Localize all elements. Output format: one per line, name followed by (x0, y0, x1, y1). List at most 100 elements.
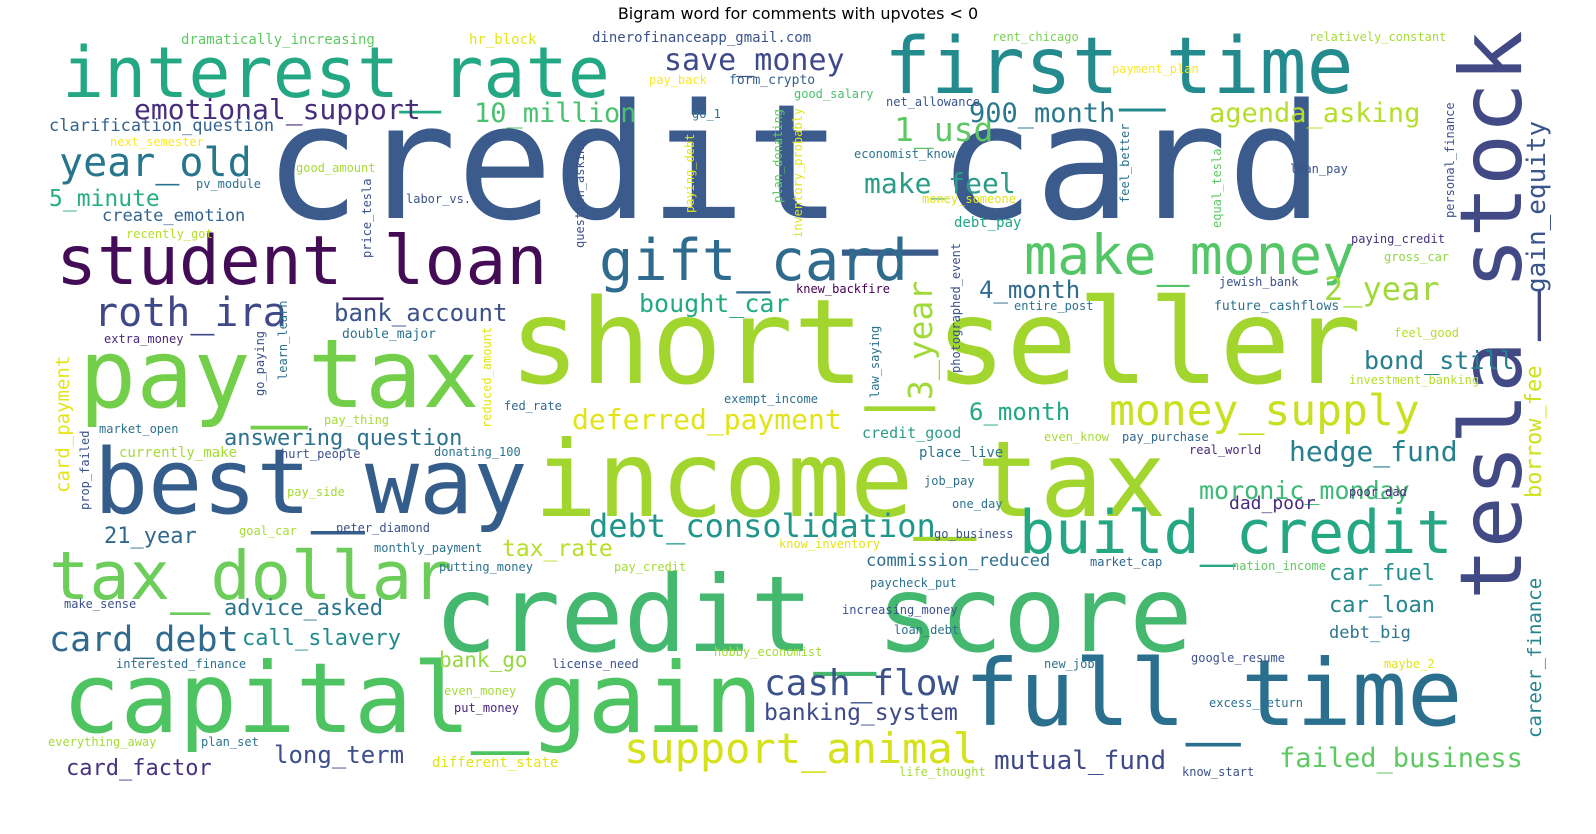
word-hedge-fund: hedge_fund (1289, 435, 1458, 468)
word-first-time: first_time (884, 28, 1354, 112)
word-place-live: place_live (919, 445, 1004, 461)
word-everything-away: everything_away (48, 735, 157, 749)
word-year-old: year_old (59, 140, 252, 186)
word-personal-finance: personal_finance (1443, 102, 1457, 218)
word-card-factor: card_factor (66, 756, 212, 781)
chart-title: Bigram word for comments with upvotes < … (617, 4, 979, 23)
word-failed-business: failed_business (1279, 743, 1523, 774)
word-car-fuel: car_fuel (1329, 561, 1435, 586)
word-advice-asked: advice_asked (224, 596, 383, 621)
word-10-million: 10_million (474, 98, 637, 129)
word-one-day: one_day (952, 497, 1003, 511)
word-hurt-people: hurt_people (281, 447, 361, 461)
word-debt-consolidation: debt_consolidation (589, 507, 936, 545)
word-21-year: 21_year (104, 524, 197, 549)
word-donating-100: donating_100 (434, 445, 521, 459)
word-go-business: go_business (934, 527, 1014, 541)
word-gift-card: gift_card (599, 228, 908, 294)
word-card-payment: card_payment (52, 355, 74, 493)
word-dinerofinanceapp-gmail-com: dinerofinanceapp_gmail.com (592, 30, 812, 46)
word-pay-tax: pay_tax (79, 320, 480, 430)
word-mutual-fund: mutual_fund (994, 746, 1167, 776)
word-increasing-money: increasing_money (842, 603, 958, 617)
word-real-world: real_world (1189, 443, 1262, 457)
word-economist-know: economist_know (854, 147, 956, 161)
word-new-job: new_job (1044, 657, 1095, 671)
word-license-need: license_need (552, 657, 639, 671)
word-banking-system: banking_system (764, 700, 958, 726)
word-know-start: know_start (1182, 765, 1255, 779)
word-career-finance: career_finance (1524, 577, 1546, 738)
word-prop-failed: prop_failed (78, 430, 92, 510)
word-cloud: credit_card short_seller income_tax credit_… (44, 28, 1554, 792)
word-short-seller: short_seller (509, 273, 1362, 411)
word-feel-good: feel_good (1394, 326, 1460, 340)
word-create-emotion: create_emotion (102, 206, 246, 226)
word-full-time: full_time (964, 640, 1463, 747)
word-poor-dad: poor_dad (1349, 485, 1407, 499)
word-commission-reduced: commission_reduced (866, 551, 1051, 571)
word-go-1: go_1 (692, 107, 721, 121)
word-hobby-economist: hobby_economist (714, 645, 823, 659)
word-payment-plan: payment_plan (1112, 62, 1199, 76)
word-market-open: market_open (99, 422, 179, 436)
word-900-month: 900_month (969, 98, 1116, 129)
word-equal-tesla: equal_tesla (1210, 148, 1224, 228)
word-nation-income: nation_income (1232, 559, 1326, 573)
word-knew-backfire: knew_backfire (796, 282, 890, 296)
word-bought-car: bought_car (639, 289, 790, 318)
word-debt-pay: debt_pay (954, 215, 1022, 231)
word-investment-banking: investment_banking (1349, 373, 1480, 387)
word-debt-big: debt_big (1329, 623, 1411, 643)
word-feel-better: feel_better (1118, 123, 1132, 203)
word-fed-rate: fed_rate (504, 399, 562, 413)
word-price-tesla: price_tesla (360, 178, 374, 258)
word-bank-go: bank_go (439, 648, 528, 672)
word-extra-money: extra_money (104, 332, 184, 346)
word-bond-still: bond_still (1364, 346, 1515, 375)
word-different-state: different_state (432, 755, 559, 771)
word-make-feel: make_feel (864, 167, 1016, 200)
word-moronic-monday: moronic_monday (1199, 476, 1410, 505)
word-pay-thing: pay_thing (324, 413, 390, 427)
word-photographed-event: photographed_event (949, 242, 963, 373)
word-loan-pay: loan_pay (1290, 162, 1348, 176)
word-maybe-2: maybe_2 (1384, 657, 1435, 671)
word-deferred-payment: deferred_payment (572, 403, 842, 436)
word-support-animal: support_animal (624, 724, 979, 773)
word-net-allowance: net_allowance (886, 95, 980, 109)
word-pay-purchase: pay_purchase (1122, 430, 1209, 444)
word-tesla-stock: tesla_stock (1442, 30, 1542, 600)
word-answering-question: answering_question (224, 426, 463, 451)
word-bank-account: bank_account (334, 299, 508, 327)
word-put-money: put_money (454, 701, 520, 715)
word-loan-debt: loan_debt (894, 623, 960, 637)
word-tax-rate: tax_rate (502, 536, 613, 562)
word-long-term: long_term (274, 741, 405, 769)
word-peter-diamond: peter_diamond (336, 521, 430, 535)
word-capital-gain: capital_gain (62, 642, 763, 755)
word-best-way: best_way (94, 430, 528, 535)
word-interested-finance: interested_finance (116, 657, 247, 671)
word-1-usd: 1_usd (894, 110, 994, 149)
word-labor-vs: labor_vs. (406, 192, 472, 206)
word-borrow-fee: borrow_fee (1522, 365, 1547, 498)
word-inventory-probably: inventory_probably (791, 107, 805, 238)
word-know-inventory: know_inventory (779, 537, 881, 551)
word-hr-block: hr_block (469, 32, 537, 48)
word-rent-chicago: rent_chicago (992, 30, 1079, 44)
word-next-semester: next_semester (110, 135, 204, 149)
word-future-cashflows: future_cashflows (1214, 299, 1340, 314)
word-pay-credit: pay_credit (614, 560, 687, 574)
word-paycheck-put: paycheck_put (870, 576, 957, 590)
word-money-supply: money_supply (1109, 386, 1420, 436)
word-emotional-support: emotional_support (134, 93, 421, 126)
word-learn-learn: learn_learn (276, 300, 290, 380)
word-goal-car: goal_car (239, 524, 297, 538)
word-double-major: double_major (342, 327, 436, 342)
word-question-asking: question_asking (573, 139, 587, 248)
word-even-know: even_know (1044, 430, 1110, 444)
word-life-thought: life_thought (899, 765, 986, 779)
word-go-paying: go_paying (253, 330, 267, 396)
word-good-salary: good_salary (794, 87, 874, 101)
